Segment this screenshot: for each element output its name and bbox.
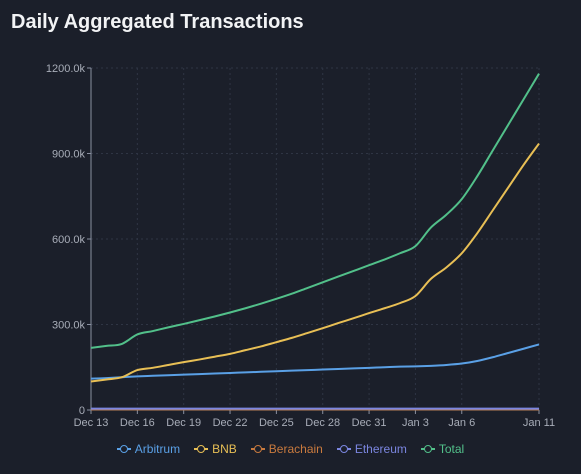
legend-label-bnb: BNB (212, 442, 237, 456)
x-tick-label: Jan 3 (402, 417, 429, 429)
series-line-total (90, 73, 540, 349)
series-line-arbitrum (90, 343, 540, 380)
legend: Arbitrum BNB Berachain Ethereum Total (0, 442, 581, 456)
legend-swatch-arbitrum (116, 444, 131, 454)
x-tick-label: Dec 16 (120, 417, 155, 429)
legend-label-arbitrum: Arbitrum (134, 442, 181, 456)
legend-label-total: Total (438, 442, 465, 456)
x-tick-label: Dec 25 (259, 417, 294, 429)
legend-swatch-bnb (194, 444, 209, 454)
legend-swatch-total (420, 444, 435, 454)
series-line-bnb (90, 142, 540, 383)
legend-item-total[interactable]: Total (420, 442, 465, 456)
y-tick-label: 300.0k (52, 320, 86, 332)
legend-label-ethereum: Ethereum (354, 442, 407, 456)
y-tick-label: 600.0k (52, 234, 86, 246)
x-tick-label: Dec 13 (74, 417, 109, 429)
y-tick-label: 900.0k (52, 149, 86, 161)
legend-item-bnb[interactable]: BNB (194, 442, 237, 456)
axis-layer: 0 300.0k 600.0k 900.0k 1200.0k Dec 13 Dec 16 De… (46, 63, 555, 429)
chart-title: Daily Aggregated Transactions (11, 11, 304, 33)
x-tick-label: Jan 11 (523, 417, 555, 429)
legend-item-arbitrum[interactable]: Arbitrum (116, 442, 181, 456)
x-tick-label: Dec 19 (166, 417, 201, 429)
legend-item-berachain[interactable]: Berachain (250, 442, 323, 456)
x-tick-label: Jan 6 (448, 417, 475, 429)
x-tick-label: Dec 22 (213, 417, 248, 429)
legend-swatch-ethereum (336, 444, 351, 454)
x-tick-label: Dec 28 (305, 417, 340, 429)
y-tick-label: 0 (79, 405, 85, 417)
legend-label-berachain: Berachain (268, 442, 323, 456)
legend-item-ethereum[interactable]: Ethereum (336, 442, 407, 456)
y-tick-label: 1200.0k (46, 63, 86, 75)
series-layer (90, 73, 540, 411)
x-tick-label: Dec 31 (352, 417, 387, 429)
legend-swatch-berachain (250, 444, 265, 454)
